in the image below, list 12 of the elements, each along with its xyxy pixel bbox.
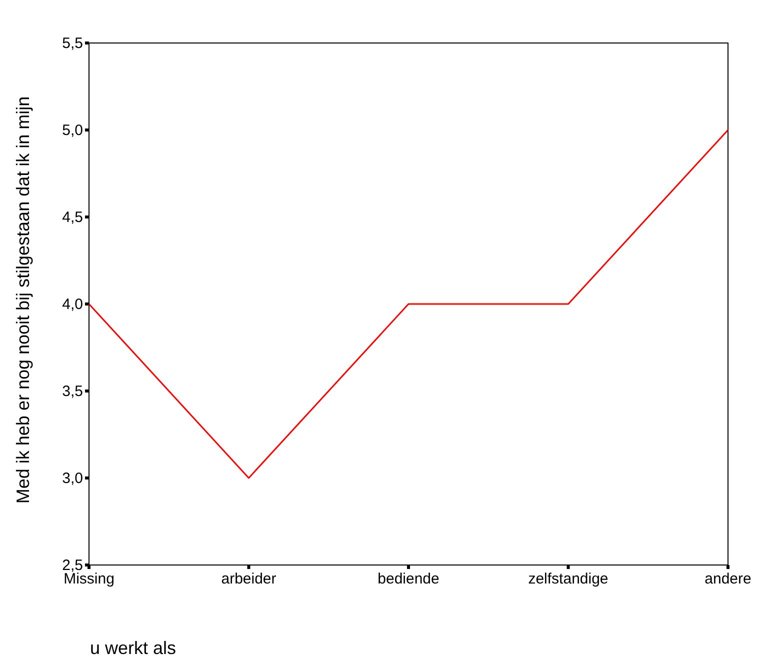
x-tick-label: bediende [378, 570, 440, 588]
x-axis-title: u werkt als [90, 638, 176, 657]
y-tick-label: 4,5 [62, 208, 83, 226]
y-tick-label: 3,0 [62, 470, 83, 487]
y-tick-label: 4,0 [62, 296, 83, 313]
x-tick-label: arbeider [221, 570, 276, 588]
y-tick-label: 5,5 [62, 34, 83, 52]
x-tick-label: zelfstandige [528, 570, 608, 588]
y-axis-title: Med ik heb er nog nooit bij stilgestaan dat ik in mijn [13, 96, 33, 504]
y-tick-label: 5,0 [62, 122, 83, 139]
x-tick-label: andere [704, 570, 752, 588]
y-tick-label: 3,5 [62, 382, 83, 400]
